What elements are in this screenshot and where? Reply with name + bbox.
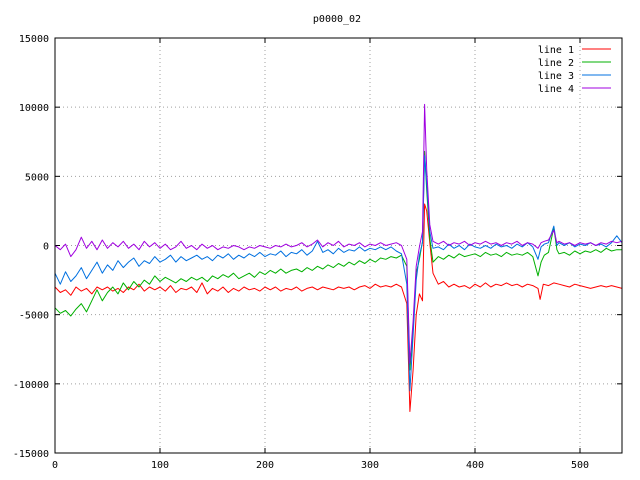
legend-label: line 4 bbox=[538, 84, 574, 95]
y-tick-label: 15000 bbox=[19, 34, 49, 45]
series-line-4 bbox=[54, 103, 623, 364]
plot-frame bbox=[54, 37, 623, 454]
axis-ticks: 0 100 200 300 400 500 -15000 -10000 -5000 0 5000 10… bbox=[13, 34, 622, 471]
series-line-1 bbox=[54, 203, 623, 412]
x-tick-label: 500 bbox=[571, 460, 589, 471]
y-tick-label: -10000 bbox=[13, 380, 49, 391]
x-tick-label: 200 bbox=[256, 460, 274, 471]
y-tick-label: -5000 bbox=[19, 311, 49, 322]
y-tick-label: -15000 bbox=[13, 449, 49, 460]
y-tick-label: 5000 bbox=[25, 172, 49, 183]
chart-title: p0000_02 bbox=[313, 14, 361, 25]
grid-lines bbox=[55, 38, 622, 453]
series-lines bbox=[54, 103, 623, 412]
legend-label: line 1 bbox=[538, 45, 574, 56]
legend-label: line 2 bbox=[538, 58, 574, 69]
legend-label: line 3 bbox=[538, 71, 574, 82]
x-tick-label: 100 bbox=[151, 460, 169, 471]
y-tick-label: 0 bbox=[43, 242, 49, 253]
x-tick-label: 300 bbox=[361, 460, 379, 471]
x-tick-label: 400 bbox=[466, 460, 484, 471]
y-tick-label: 10000 bbox=[19, 103, 49, 114]
x-tick-label: 0 bbox=[52, 460, 58, 471]
series-line-3 bbox=[54, 155, 623, 392]
legend: line 1 line 2 line 3 line 4 bbox=[538, 45, 611, 95]
series-line-2 bbox=[54, 150, 622, 371]
